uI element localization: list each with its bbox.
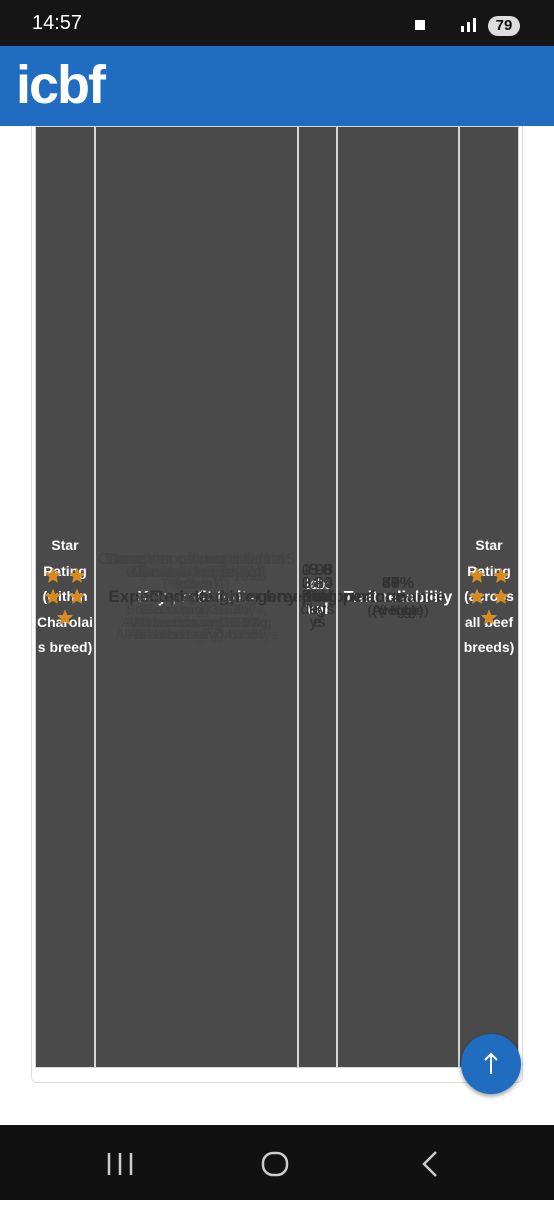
reliability: 84% xyxy=(381,575,415,592)
breed-avg: Breed avg: 1.96, xyxy=(145,601,248,617)
site-header: icbf xyxy=(0,46,554,126)
breed-avg: Breed avg: 2.66, xyxy=(145,588,248,605)
star xyxy=(469,568,485,583)
star xyxy=(493,568,509,583)
column-header-text: Trait reliability xyxy=(343,588,453,606)
reliability-level: (High) xyxy=(378,602,418,618)
stars-across-cell xyxy=(459,126,519,1068)
trait-row: Daughter calving interval (days) Breed av… xyxy=(35,126,519,1068)
star xyxy=(493,589,509,604)
idx-value: 0.50 kg xyxy=(301,575,334,618)
section-row: Expected progeny performance xyxy=(35,126,519,1068)
trait-name: Age at finish (days) xyxy=(128,563,265,581)
battery: 79 xyxy=(488,16,520,36)
column-header: Key profit traits xyxy=(95,126,298,1068)
time: 14:57 xyxy=(32,12,83,34)
reliability-cell: 50% (Average) xyxy=(337,126,459,1068)
all-breeds-avg: All breeds avg: 0.02 xyxy=(134,613,259,630)
breed-avg: Breed avg: 3.73%, xyxy=(138,601,255,617)
all-breeds-avg: All breeds avg: 2.69 kg xyxy=(125,613,268,630)
reliability: 80% xyxy=(381,575,415,592)
breed-avg: Breed avg: 35.85 kg, xyxy=(131,588,262,605)
breed-avg: Breed avg: -1.33, xyxy=(142,588,251,605)
column-header-text: Idx val xyxy=(305,576,330,618)
reliability-level: (V High) xyxy=(372,602,424,618)
status-icons xyxy=(415,18,476,32)
status-bar: 14:57 79 xyxy=(0,0,554,46)
all-breeds-avg: All breeds avg: -1.33 xyxy=(132,613,261,630)
breed-avg: Breed avg: -3.25 kg, xyxy=(133,588,260,605)
star-rating xyxy=(469,568,509,625)
reliability: 47% xyxy=(381,575,415,592)
idx-value: -5.09 days xyxy=(301,562,334,631)
reliability: 50% xyxy=(381,575,415,592)
nav-icons xyxy=(107,1151,437,1177)
star xyxy=(69,589,85,604)
reliability-level: (Average) xyxy=(367,602,429,618)
reliability-level: (Average) xyxy=(367,602,429,618)
star xyxy=(69,568,85,583)
reliability-level: (High) xyxy=(378,602,418,618)
reliability: 79% xyxy=(381,575,415,592)
table: Star Rating (within Charolais breed) Key … xyxy=(35,126,519,1068)
reliability-level: (V High) xyxy=(372,602,424,618)
all-breeds-avg: All breeds avg: 1.55 xyxy=(134,626,259,642)
all-breeds-avg: All breeds avg: 4.75% xyxy=(128,626,265,642)
logo[interactable]: icbf xyxy=(16,55,106,115)
trait-name: Daughter calving difficulty (% 3 & 4) xyxy=(105,551,288,593)
star xyxy=(57,610,73,625)
column-header: Star Rating (across all beef breeds) xyxy=(459,126,519,1068)
all-breeds-avg: All breeds avg: 18.98 kg xyxy=(121,613,272,630)
reliability-level: (V High) xyxy=(372,602,424,618)
scroll-top-button[interactable] xyxy=(461,1034,521,1094)
reliability: 50% xyxy=(381,575,415,592)
trait-name: Daughter calving interval (days) xyxy=(108,551,285,593)
trait-name: Daughter milk (kg) xyxy=(131,563,262,581)
trait-name: Docility (1-5 scale) xyxy=(130,563,263,581)
star xyxy=(481,610,497,625)
all-breeds-avg: All breeds avg: 2.41 xyxy=(134,613,259,630)
idx-value: 1.95 scale xyxy=(301,562,334,631)
idx-value: 34.5 kg xyxy=(301,575,334,618)
card xyxy=(31,126,523,1083)
star xyxy=(45,589,61,604)
star xyxy=(469,589,485,604)
idx-value: 0.08 scale xyxy=(301,562,334,631)
reliability-level: (Average) xyxy=(367,602,429,618)
stars-within-cell xyxy=(35,126,95,1068)
idx-value: 3% xyxy=(305,588,330,605)
arrow-icon xyxy=(484,1052,498,1074)
trait-name: Carcass conformation (1-15 scale) xyxy=(97,551,296,593)
idx-value: 2.94 days xyxy=(300,575,335,618)
idx-cell: -5.09 days xyxy=(298,126,337,1068)
trait-cell: Daughter calving interval (days) Breed av… xyxy=(95,126,298,1068)
trait-name: Gestation (days) xyxy=(137,563,256,581)
breed-avg: Breed avg: 0.05, xyxy=(145,588,248,605)
trait-name: Carcass weight (kg) xyxy=(125,563,268,581)
breed-avg: Breed avg: -0.94 days, xyxy=(126,601,267,617)
column-header-text: Key profit traits xyxy=(137,588,256,606)
all-breeds-avg: All breeds avg: -0.68 days xyxy=(115,626,278,642)
reliability: 83% xyxy=(381,575,415,592)
star xyxy=(45,568,61,583)
idx-value: -3.85 days xyxy=(301,562,334,631)
star-rating xyxy=(45,568,85,625)
header-row: Star Rating (within Charolais breed) Key … xyxy=(35,126,519,1068)
nav-bar xyxy=(0,1125,554,1200)
reliability: 79% xyxy=(381,575,415,592)
column-header: Trait reliability xyxy=(337,126,459,1068)
